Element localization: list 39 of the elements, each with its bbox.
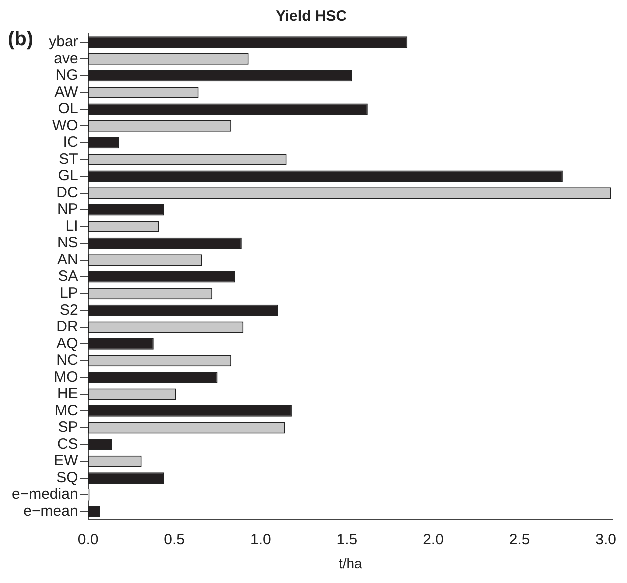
y-tick-label: SA bbox=[58, 268, 78, 286]
text: (b) bbox=[8, 28, 34, 51]
y-tick-label: LI bbox=[66, 218, 78, 235]
y-tick-label: ST bbox=[59, 150, 78, 168]
y-tick-label: EW bbox=[54, 452, 80, 470]
y-tick-label: SQ bbox=[56, 469, 78, 486]
x-tick-label: 0.0 bbox=[78, 531, 99, 548]
x-tick-label: 2.5 bbox=[509, 531, 530, 548]
y-tick-label: NG bbox=[56, 67, 78, 84]
y-tick-label: e−mean bbox=[24, 502, 78, 520]
y-tick-label: NC bbox=[56, 352, 78, 370]
y-tick-label: e−median bbox=[12, 486, 78, 504]
y-tick-label: IC bbox=[63, 134, 78, 152]
y-tick-label: OL bbox=[58, 100, 78, 118]
y-tick-label: DC bbox=[56, 184, 78, 202]
y-tick-label: AW bbox=[54, 84, 80, 101]
y-tick-label: DR bbox=[56, 318, 78, 336]
x-tick-label: 1.0 bbox=[250, 531, 272, 548]
y-tick-label: HE bbox=[57, 386, 78, 403]
y-tick-label: MC bbox=[54, 402, 78, 420]
x-tick-label: 1.5 bbox=[336, 531, 358, 548]
y-tick-label: NS bbox=[57, 234, 78, 252]
y-tick-label: GL bbox=[58, 168, 78, 185]
y-tick-label: MO bbox=[54, 368, 78, 386]
x-tick-label: 2.0 bbox=[423, 531, 444, 548]
y-tick-label: S2 bbox=[60, 302, 78, 319]
y-tick-label: ave bbox=[54, 50, 78, 68]
y-tick-label: SP bbox=[58, 419, 78, 436]
y-tick-label: LP bbox=[60, 285, 78, 302]
y-tick-label: ybar bbox=[49, 34, 78, 51]
y-tick-label: NP bbox=[57, 201, 78, 218]
y-tick-label: CS bbox=[57, 436, 78, 453]
x-axis-title: t/ha bbox=[338, 555, 363, 572]
y-tick-label: AN bbox=[57, 251, 78, 268]
x-tick-label: 3.0 bbox=[596, 531, 617, 548]
x-tick-label: 0.5 bbox=[164, 531, 186, 548]
chart-title: Yield HSC bbox=[276, 8, 348, 26]
y-tick-label: AQ bbox=[56, 335, 78, 352]
y-tick-label: WO bbox=[52, 117, 78, 134]
